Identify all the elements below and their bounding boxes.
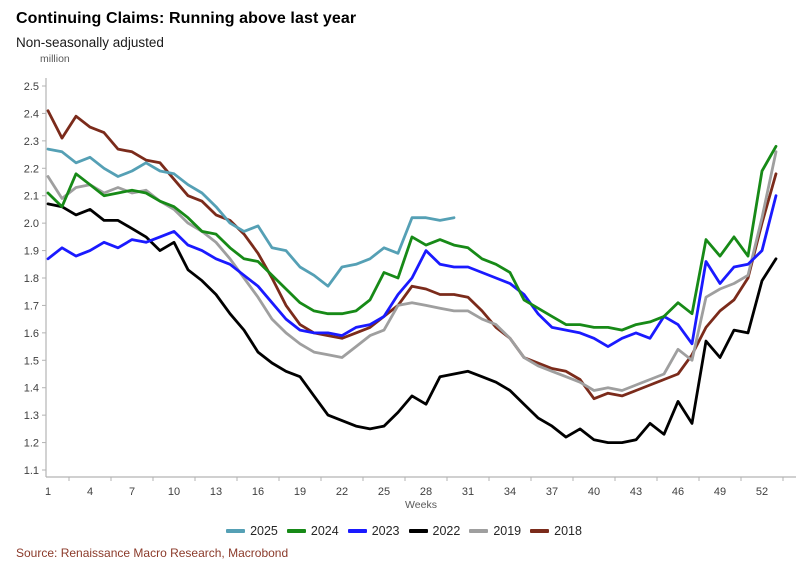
- legend-label-2022: 2022: [432, 524, 461, 538]
- series-line-2022: [46, 202, 778, 445]
- x-tick-label: 7: [129, 486, 135, 498]
- legend-swatch-2024: [286, 529, 306, 533]
- series-line-2023: [46, 194, 778, 349]
- y-tick-label: 1.3: [24, 410, 39, 422]
- x-tick-label: 22: [336, 486, 348, 498]
- y-tick-label: 2.4: [24, 108, 39, 120]
- chart-title: Continuing Claims: Running above last ye…: [16, 10, 357, 27]
- x-tick-label: 49: [714, 486, 726, 498]
- y-tick-label: 1.8: [24, 273, 39, 285]
- y-tick-label: 1.4: [24, 383, 39, 395]
- x-tick-label: 40: [588, 486, 600, 498]
- x-tick-label: 4: [87, 486, 93, 498]
- legend-label-2025: 2025: [250, 524, 278, 538]
- y-tick-label: 1.7: [24, 300, 39, 312]
- y-tick-label: 1.2: [24, 438, 39, 450]
- y-tick-label: 2.0: [24, 218, 39, 230]
- series-line-2018: [46, 109, 778, 401]
- x-tick-label: 37: [546, 486, 558, 498]
- x-tick-label: 46: [672, 486, 684, 498]
- legend-item-2018: 2018: [530, 524, 582, 538]
- source-text: Source: Renaissance Macro Research, Macr…: [16, 546, 289, 560]
- x-tick-label: 16: [252, 486, 264, 498]
- y-tick-label: 2.1: [24, 191, 39, 203]
- x-tick-label: 19: [294, 486, 306, 498]
- x-axis-title: Weeks: [405, 499, 437, 511]
- x-tick-label: 52: [756, 486, 768, 498]
- chart-header: Continuing Claims: Running above last ye…: [0, 0, 808, 50]
- x-tick-label: 43: [630, 486, 642, 498]
- y-tick-label: 2.2: [24, 163, 39, 175]
- legend-item-2025: 2025: [226, 524, 278, 538]
- legend-swatch-2018: [530, 529, 550, 533]
- legend-label-2023: 2023: [371, 524, 400, 538]
- x-tick-label: 25: [378, 486, 390, 498]
- legend-label-2018: 2018: [554, 524, 582, 538]
- chart-subtitle: Non-seasonally adjusted: [16, 35, 164, 50]
- legend-item-2023: 2023: [347, 524, 400, 538]
- y-tick-label: 1.9: [24, 246, 39, 258]
- legend-swatch-2025: [226, 529, 246, 533]
- x-tick-label: 1: [45, 486, 51, 498]
- y-tick-label: 1.5: [24, 355, 39, 367]
- y-tick-label: 2.3: [24, 136, 39, 148]
- x-tick-label: 34: [504, 486, 516, 498]
- legend-label-2024: 2024: [310, 524, 339, 538]
- legend-label-2019: 2019: [493, 524, 522, 538]
- series-line-2025: [46, 147, 456, 288]
- series-line-2019: [46, 150, 778, 392]
- y-tick-label: 1.6: [24, 328, 39, 340]
- legend-swatch-2023: [347, 529, 367, 533]
- legend-swatch-2022: [408, 529, 428, 533]
- legend-item-2022: 2022: [408, 524, 461, 538]
- x-tick-label: 31: [462, 486, 474, 498]
- legend-item-2024: 2024: [286, 524, 339, 538]
- x-tick-label: 13: [210, 486, 222, 498]
- x-tick-label: 10: [168, 486, 180, 498]
- series-line-2024: [46, 144, 778, 332]
- y-axis-unit-label: million: [40, 53, 70, 65]
- legend-item-2019: 2019: [469, 524, 521, 538]
- line-chart: 2.5 2.4 2.3 2.2 2.1 2.0 1.9 1.8 1.7 1.6 1.5 1.4 1.3 1…: [24, 53, 796, 511]
- chart-legend: 2025 2024 2023 2022 2019 2018: [0, 524, 808, 538]
- legend-swatch-2019: [469, 529, 489, 533]
- x-tick-label: 28: [420, 486, 432, 498]
- y-tick-label: 1.1: [24, 465, 39, 477]
- y-tick-label: 2.5: [24, 81, 39, 93]
